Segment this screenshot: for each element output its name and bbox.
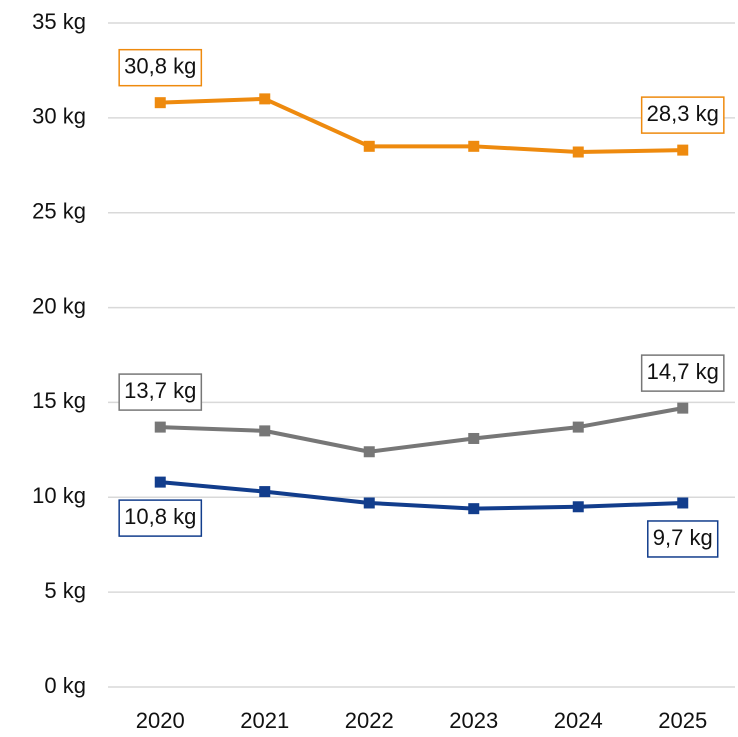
point-marker [572,146,584,158]
data-label-box [118,373,203,411]
data-label: 28,3 kg [647,101,719,126]
point-marker [677,402,689,414]
data-label-box [640,96,725,134]
data-label-box [118,48,203,87]
x-tick-label: 2023 [449,708,498,733]
point-marker [572,501,584,513]
point-marker [468,140,480,152]
y-tick-label: 5 kg [44,578,86,603]
point-marker [154,421,166,433]
point-marker [468,432,480,444]
data-label: 30,8 kg [124,53,196,78]
point-marker [259,93,271,105]
x-tick-label: 2022 [345,708,394,733]
data-label: 9,7 kg [653,525,713,550]
data-label: 10,8 kg [124,504,196,529]
point-marker [677,144,689,156]
series-line [160,480,683,511]
point-marker [154,97,166,109]
y-tick-label: 15 kg [32,388,86,413]
point-marker [154,476,166,488]
x-tick-label: 2020 [136,708,185,733]
point-marker [677,497,689,509]
data-label-box [118,499,203,537]
data-label-box [647,520,719,558]
point-marker [363,446,375,458]
series-line [160,96,683,155]
point-marker [259,486,271,498]
y-tick-label: 25 kg [32,199,86,224]
point-marker [572,421,584,433]
point-marker [363,140,375,152]
data-label: 13,7 kg [124,378,196,403]
x-tick-label: 2021 [240,708,289,733]
x-tick-label: 2025 [658,708,707,733]
data-label: 14,7 kg [647,359,719,384]
y-tick-label: 30 kg [32,104,86,129]
y-tick-label: 20 kg [32,293,86,318]
y-tick-label: 10 kg [32,483,86,508]
y-tick-label: 0 kg [44,673,86,698]
data-label-box [640,354,725,392]
point-marker [363,497,375,509]
point-marker [259,425,271,437]
series-line [160,406,684,454]
point-marker [468,503,480,515]
y-tick-label: 35 kg [32,9,86,34]
x-tick-label: 2024 [554,708,603,733]
